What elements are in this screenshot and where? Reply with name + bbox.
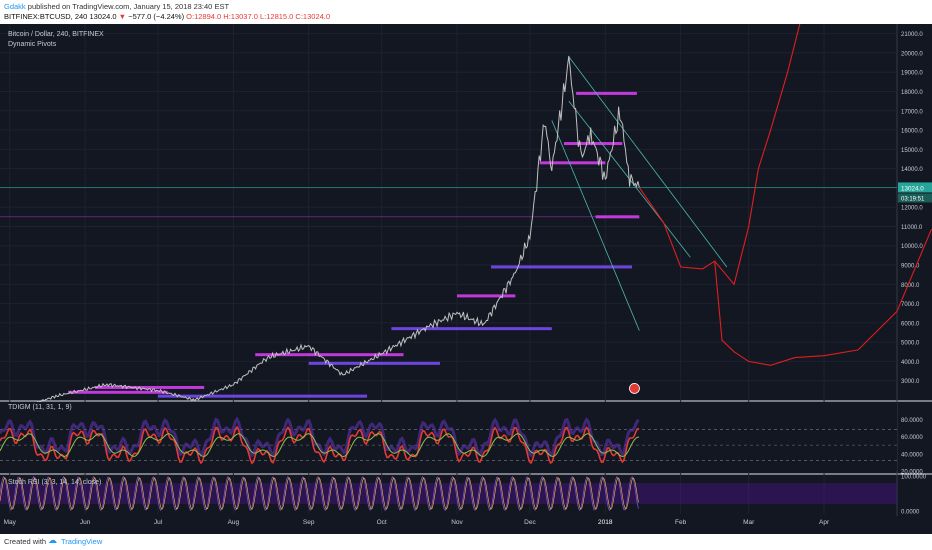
y-tick-label: 3000.0 <box>901 379 920 385</box>
x-tick-label: Oct <box>377 519 387 526</box>
pivot-bar <box>94 385 205 389</box>
y-tick-label: 6000.0 <box>901 321 920 327</box>
price-change: −577.0 (−4.24%) <box>128 12 185 21</box>
channel-line <box>568 100 691 258</box>
channel-line <box>551 120 640 331</box>
tdi-tick-label: 40.0000 <box>901 452 923 458</box>
tdi-legend-title: TDIGM (11, 31, 1, 9) <box>8 404 72 411</box>
projection-line <box>714 23 801 286</box>
x-tick-label: Jun <box>80 519 91 526</box>
current-price-badge <box>898 182 932 193</box>
y-tick-label: 15000.0 <box>901 148 923 154</box>
countdown-badge <box>898 193 932 203</box>
y-tick-label: 12000.0 <box>901 206 923 212</box>
projection-line <box>638 187 932 366</box>
stoch-tick-label: 0.0000 <box>901 510 920 516</box>
y-tick-label: 11000.0 <box>901 225 923 231</box>
author-link[interactable]: Gdakk <box>4 2 26 11</box>
pivot-bar <box>158 394 368 398</box>
y-tick-label: 21000.0 <box>901 32 923 38</box>
price-series-line <box>9 55 640 413</box>
main-legend-title: Bitcoin / Dollar, 240, BITFINEX <box>8 31 104 38</box>
x-tick-label: Feb <box>675 519 687 526</box>
y-tick-label: 8000.0 <box>901 283 920 289</box>
x-tick-label: Dec <box>524 519 536 526</box>
pivot-bar <box>563 142 623 146</box>
created-with-label: Created with <box>4 537 47 546</box>
ohlc-values: O:12894.0 H:13037.0 L:12815.0 C:13024.0 <box>186 12 331 21</box>
pivot-bar <box>68 390 168 394</box>
footer: Created with ☁ TradingView <box>0 534 932 550</box>
chart-area[interactable]: 3000.0 4000.0 5000.0 6000.0 7000.0 8000.0 9000… <box>0 23 932 534</box>
x-tick-label: Sep <box>303 519 315 526</box>
stoch-tick-label: 100.0000 <box>901 475 927 481</box>
chart-canvas[interactable]: 3000.0 4000.0 5000.0 6000.0 7000.0 8000.0 9000… <box>0 23 932 534</box>
pivot-bar <box>595 215 640 219</box>
y-tick-label: 16000.0 <box>901 129 923 135</box>
tdi-tick-label: 80.0000 <box>901 418 923 424</box>
y-tick-label: 14000.0 <box>901 167 923 173</box>
tdi-band <box>0 416 640 458</box>
event-flag-icon <box>629 383 640 394</box>
pivot-bar <box>457 294 516 298</box>
y-tick-label: 5000.0 <box>901 341 920 347</box>
y-tick-label: 18000.0 <box>901 90 923 96</box>
tradingview-brand[interactable]: TradingView <box>61 537 103 546</box>
pivot-bar <box>308 361 440 365</box>
last-price: 13024.0 <box>89 12 117 21</box>
y-tick-label: 20000.0 <box>901 51 923 57</box>
publish-info: Gdakk published on TradingView.com, Janu… <box>4 2 229 11</box>
pivot-bar <box>391 327 552 331</box>
stoch-legend-title: Stoch RSI (3, 3, 14, 14, close) <box>8 479 102 486</box>
current-price-label: 13024.0 <box>901 185 924 192</box>
x-tick-label: Apr <box>819 519 830 526</box>
symbol-info: BITFINEX:BTCUSD, 240 13024.0 ▼ −577.0 (−… <box>4 12 330 21</box>
pivot-bar <box>539 161 606 165</box>
tdi-rsi-line <box>0 425 640 465</box>
y-tick-label: 10000.0 <box>901 244 923 250</box>
tdi-signal-line <box>0 433 640 458</box>
countdown-label: 03:19:51 <box>901 196 925 202</box>
pivot-bar <box>491 265 633 269</box>
pivot-bar <box>255 353 404 357</box>
publish-header: Gdakk published on TradingView.com, Janu… <box>0 0 932 24</box>
x-tick-label: May <box>4 519 17 526</box>
tdi-tick-label: 60.0000 <box>901 435 923 441</box>
stoch-k-line <box>0 475 639 512</box>
y-tick-label: 7000.0 <box>901 302 920 308</box>
y-tick-label: 4000.0 <box>901 360 920 366</box>
y-tick-label: 17000.0 <box>901 109 923 115</box>
x-tick-label: 2018 <box>598 519 613 526</box>
x-tick-label: Jul <box>154 519 163 526</box>
published-text: published on TradingView.com, January 15… <box>27 2 230 11</box>
x-tick-label: Nov <box>451 519 463 526</box>
tradingview-logo-icon: ☁ <box>48 535 57 545</box>
channel-line <box>568 56 728 268</box>
tdi-tick-label: 20.0000 <box>901 470 923 476</box>
y-tick-label: 9000.0 <box>901 264 920 270</box>
change-arrow-icon: ▼ <box>118 12 127 21</box>
symbol-label: BITFINEX:BTCUSD, 240 <box>4 12 88 21</box>
x-tick-label: Mar <box>743 519 755 526</box>
x-tick-label: Aug <box>228 519 240 526</box>
main-legend-indicator: Dynamic Pivots <box>8 41 57 48</box>
stoch-d-line <box>0 477 639 510</box>
pivot-bar <box>576 91 637 95</box>
y-tick-label: 19000.0 <box>901 71 923 77</box>
